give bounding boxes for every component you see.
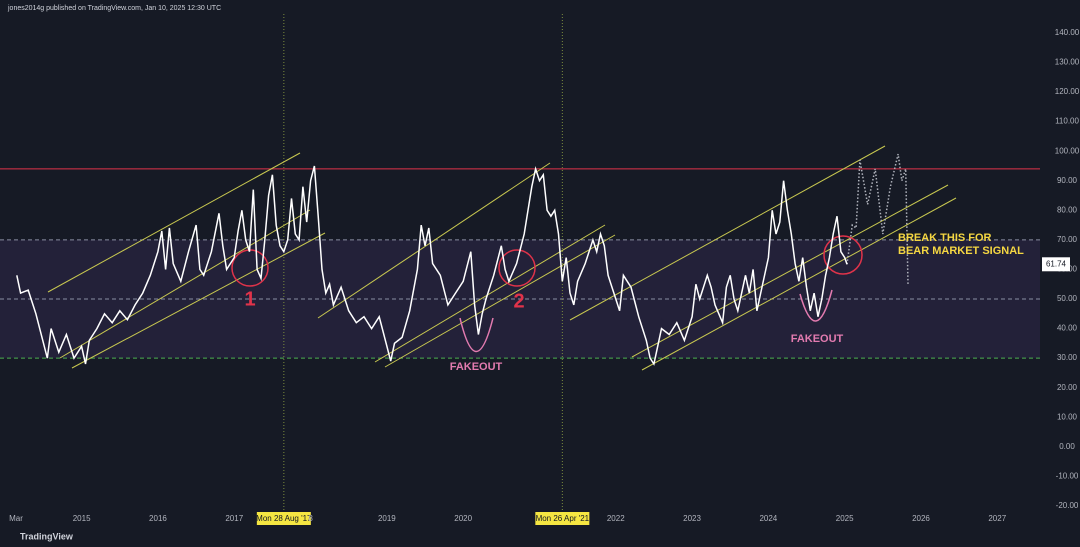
- crosshair-label-box: [535, 512, 590, 525]
- fakeout-curve: [459, 317, 494, 352]
- channel-line: [569, 145, 886, 321]
- channel-line: [374, 224, 606, 363]
- y-tick-label: 140.00: [1055, 28, 1080, 37]
- y-tick-label: 120.00: [1055, 87, 1080, 96]
- y-tick-label: 50.00: [1057, 294, 1078, 303]
- last-value-box: [1042, 257, 1070, 272]
- x-tick-label: 2027: [988, 514, 1006, 523]
- annotation: FAKEOUT: [791, 333, 844, 345]
- y-tick-label: -10.00: [1056, 471, 1079, 480]
- x-tick-label: 2023: [683, 514, 701, 523]
- x-tick-label: 2019: [378, 514, 396, 523]
- y-tick-label: 10.00: [1057, 412, 1078, 421]
- channel-line: [71, 232, 326, 369]
- y-tick-label: 110.00: [1055, 117, 1079, 126]
- x-tick-label: 2015: [73, 514, 91, 523]
- fakeout-curve: [799, 289, 833, 322]
- x-tick-label: 2024: [759, 514, 777, 523]
- channel-line: [47, 152, 301, 293]
- y-tick-label: 70.00: [1057, 235, 1078, 244]
- annotation: 2: [513, 290, 524, 312]
- channels: [47, 145, 957, 371]
- y-tick-label: 0.00: [1059, 442, 1075, 451]
- channel-line: [59, 209, 311, 359]
- annotation: FAKEOUT: [450, 361, 503, 373]
- x-tick-label: 2020: [454, 514, 472, 523]
- y-tick-label: 130.00: [1055, 58, 1080, 67]
- y-tick-label: 40.00: [1057, 324, 1078, 333]
- channel-line: [384, 234, 616, 368]
- x-tick-label: 2025: [836, 514, 854, 523]
- x-tick-label: 8: [308, 514, 313, 523]
- annotation: 1: [244, 288, 255, 310]
- x-tick-label: 2016: [149, 514, 167, 523]
- channel-line: [317, 162, 551, 319]
- y-tick-label: 30.00: [1057, 353, 1078, 362]
- channel-line: [631, 184, 949, 358]
- y-tick-label: 80.00: [1057, 205, 1078, 214]
- over-layer: Mon 28 Aug '17 Mon 26 Apr '21 -20.00 -10.00…: [9, 28, 1080, 525]
- crosshair-label: Mon 28 Aug '17: [256, 514, 312, 523]
- header: jones2014g published on TradingView.com,…: [7, 5, 221, 12]
- circle-marker: [498, 249, 536, 287]
- y-tick-label: 20.00: [1057, 383, 1078, 392]
- x-tick-label: Mar: [9, 514, 23, 523]
- annotation: BEAR MARKET SIGNAL: [898, 245, 1024, 257]
- channel-line: [641, 197, 957, 371]
- crosshair-label: Mon 26 Apr '21: [536, 514, 590, 523]
- data-line: [16, 165, 848, 366]
- circle-marker: [823, 235, 863, 275]
- x-tick-label: 2017: [225, 514, 243, 523]
- annotation: BREAK THIS FOR: [898, 232, 992, 244]
- y-tick-label: 100.00: [1055, 146, 1080, 155]
- x-tick-label: 2026: [912, 514, 930, 523]
- y-tick-label: -20.00: [1056, 501, 1079, 510]
- crosshair-label-box: [256, 512, 311, 525]
- x-tick-label: 2022: [607, 514, 625, 523]
- footer-logo: TradingView: [20, 531, 74, 541]
- last-value-label: 61.74: [1046, 259, 1067, 268]
- y-tick-label: 90.00: [1057, 176, 1078, 185]
